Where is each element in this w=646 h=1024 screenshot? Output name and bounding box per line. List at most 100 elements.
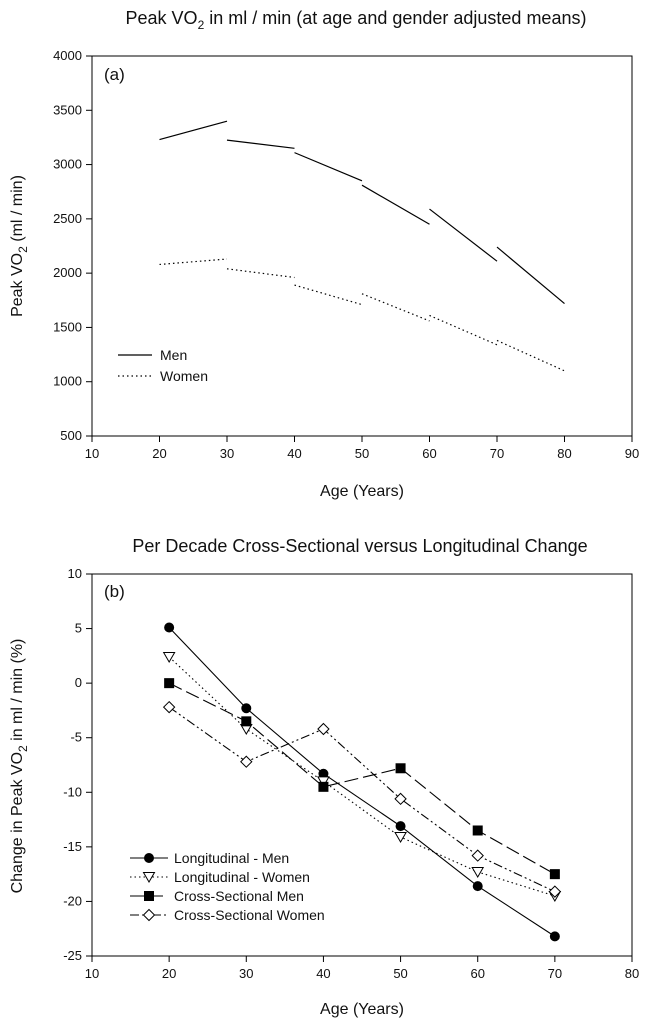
series-longitudinal-men [164, 622, 560, 942]
series-cross-sectional-men [164, 678, 560, 880]
chart-b-plot-frame [91, 573, 633, 957]
legend-swatch-marker [144, 853, 154, 863]
x-tick-label: 80 [625, 966, 639, 981]
chart-b-x-label: Age (Years) [320, 1001, 404, 1018]
chart-b: Per Decade Cross-Sectional versus Longit… [9, 536, 639, 1018]
line-segment [496, 246, 565, 305]
legend-label: Longitudinal - Men [174, 850, 289, 866]
y-tick-label: -5 [70, 730, 82, 745]
chart-a-legend: Men Women [118, 347, 208, 384]
line-segment [361, 184, 430, 225]
line-segment [159, 120, 228, 141]
series-men [159, 120, 565, 305]
series-line [168, 682, 556, 875]
data-point [471, 849, 484, 862]
data-point [164, 678, 175, 689]
x-tick-label: 70 [548, 966, 562, 981]
chart-b-panel-label: (b) [104, 582, 125, 601]
y-tick-label: 2000 [53, 265, 82, 280]
legend-swatch-marker [142, 908, 156, 922]
chart-a-panel-label: (a) [104, 65, 125, 84]
data-point [241, 716, 252, 727]
y-tick-label: 1500 [53, 319, 82, 334]
data-point [317, 722, 330, 736]
series-women [159, 258, 565, 372]
x-tick-label: 50 [355, 446, 369, 461]
y-tick-label: -25 [63, 948, 82, 963]
data-point [164, 622, 175, 633]
series-line [168, 706, 556, 893]
data-point [549, 931, 560, 942]
chart-a-title: Peak VO2 in ml / min (at age and gender … [126, 8, 587, 32]
x-tick-label: 40 [287, 446, 301, 461]
data-point [162, 700, 176, 714]
data-point [162, 651, 176, 663]
legend-swatch-marker [144, 891, 154, 901]
x-tick-label: 60 [422, 446, 436, 461]
series-longitudinal-women [162, 651, 562, 902]
chart-b-title: Per Decade Cross-Sectional versus Longit… [132, 536, 587, 556]
line-segment [361, 293, 430, 322]
chart-b-y-label: Change in Peak VO2 in ml / min (%) [9, 639, 30, 894]
x-tick-label: 20 [162, 966, 176, 981]
data-point [241, 703, 252, 714]
chart-a-y-axis: 500 1000 1500 2000 2500 3000 3500 4000 [53, 48, 92, 443]
x-tick-label: 60 [470, 966, 484, 981]
chart-b-y-axis: -25 -20 -15 -10 -5 0 5 10 [63, 566, 92, 963]
data-point [395, 763, 406, 774]
x-tick-label: 80 [557, 446, 571, 461]
y-tick-label: 2500 [53, 211, 82, 226]
chart-a-y-label: Peak VO2 (ml / min) [9, 175, 30, 317]
y-tick-label: -15 [63, 839, 82, 854]
line-segment [159, 258, 228, 266]
chart-a: Peak VO2 in ml / min (at age and gender … [9, 8, 639, 500]
y-tick-label: 0 [75, 675, 82, 690]
data-point [240, 755, 253, 768]
legend-label: Longitudinal - Women [174, 869, 310, 885]
x-tick-label: 40 [316, 966, 330, 981]
legend-label: Cross-Sectional Women [174, 907, 325, 923]
series-cross-sectional-women [162, 700, 562, 898]
x-tick-label: 10 [85, 966, 99, 981]
line-segment [226, 268, 295, 279]
chart-a-x-axis: 10 20 30 40 50 60 70 80 90 [85, 436, 639, 461]
legend-label: Cross-Sectional Men [174, 888, 304, 904]
series-line [168, 627, 556, 937]
x-tick-label: 10 [85, 446, 99, 461]
chart-b-x-axis: 10 20 30 40 50 60 70 80 [85, 956, 639, 981]
x-tick-label: 70 [490, 446, 504, 461]
line-segment [429, 208, 498, 262]
chart-a-x-label: Age (Years) [320, 483, 404, 500]
chart-b-legend: Longitudinal - Men Longitudinal - Women Cr… [130, 850, 325, 923]
line-segment [429, 314, 498, 346]
line-segment [226, 139, 295, 149]
line-segment [496, 339, 565, 372]
data-point [317, 776, 330, 788]
y-tick-label: 3500 [53, 102, 82, 117]
legend-swatch-marker [142, 872, 156, 883]
x-tick-label: 50 [393, 966, 407, 981]
y-tick-label: 500 [60, 428, 82, 443]
data-point [394, 792, 407, 806]
x-tick-label: 20 [152, 446, 166, 461]
x-tick-label: 30 [239, 966, 253, 981]
x-tick-label: 30 [220, 446, 234, 461]
data-point [472, 881, 483, 892]
y-tick-label: 4000 [53, 48, 82, 63]
legend-women-label: Women [160, 368, 208, 384]
y-tick-label: -20 [63, 893, 82, 908]
y-tick-label: 5 [75, 621, 82, 636]
y-tick-label: 1000 [53, 374, 82, 389]
data-point [471, 866, 485, 878]
data-point [395, 821, 406, 832]
chart-a-series [159, 120, 565, 372]
data-point [548, 885, 562, 898]
data-point [549, 869, 560, 880]
data-point [472, 825, 483, 836]
data-point [394, 832, 407, 844]
y-tick-label: 10 [68, 566, 82, 581]
data-point [318, 781, 329, 792]
y-tick-label: 3000 [53, 157, 82, 172]
series-line [168, 656, 556, 897]
